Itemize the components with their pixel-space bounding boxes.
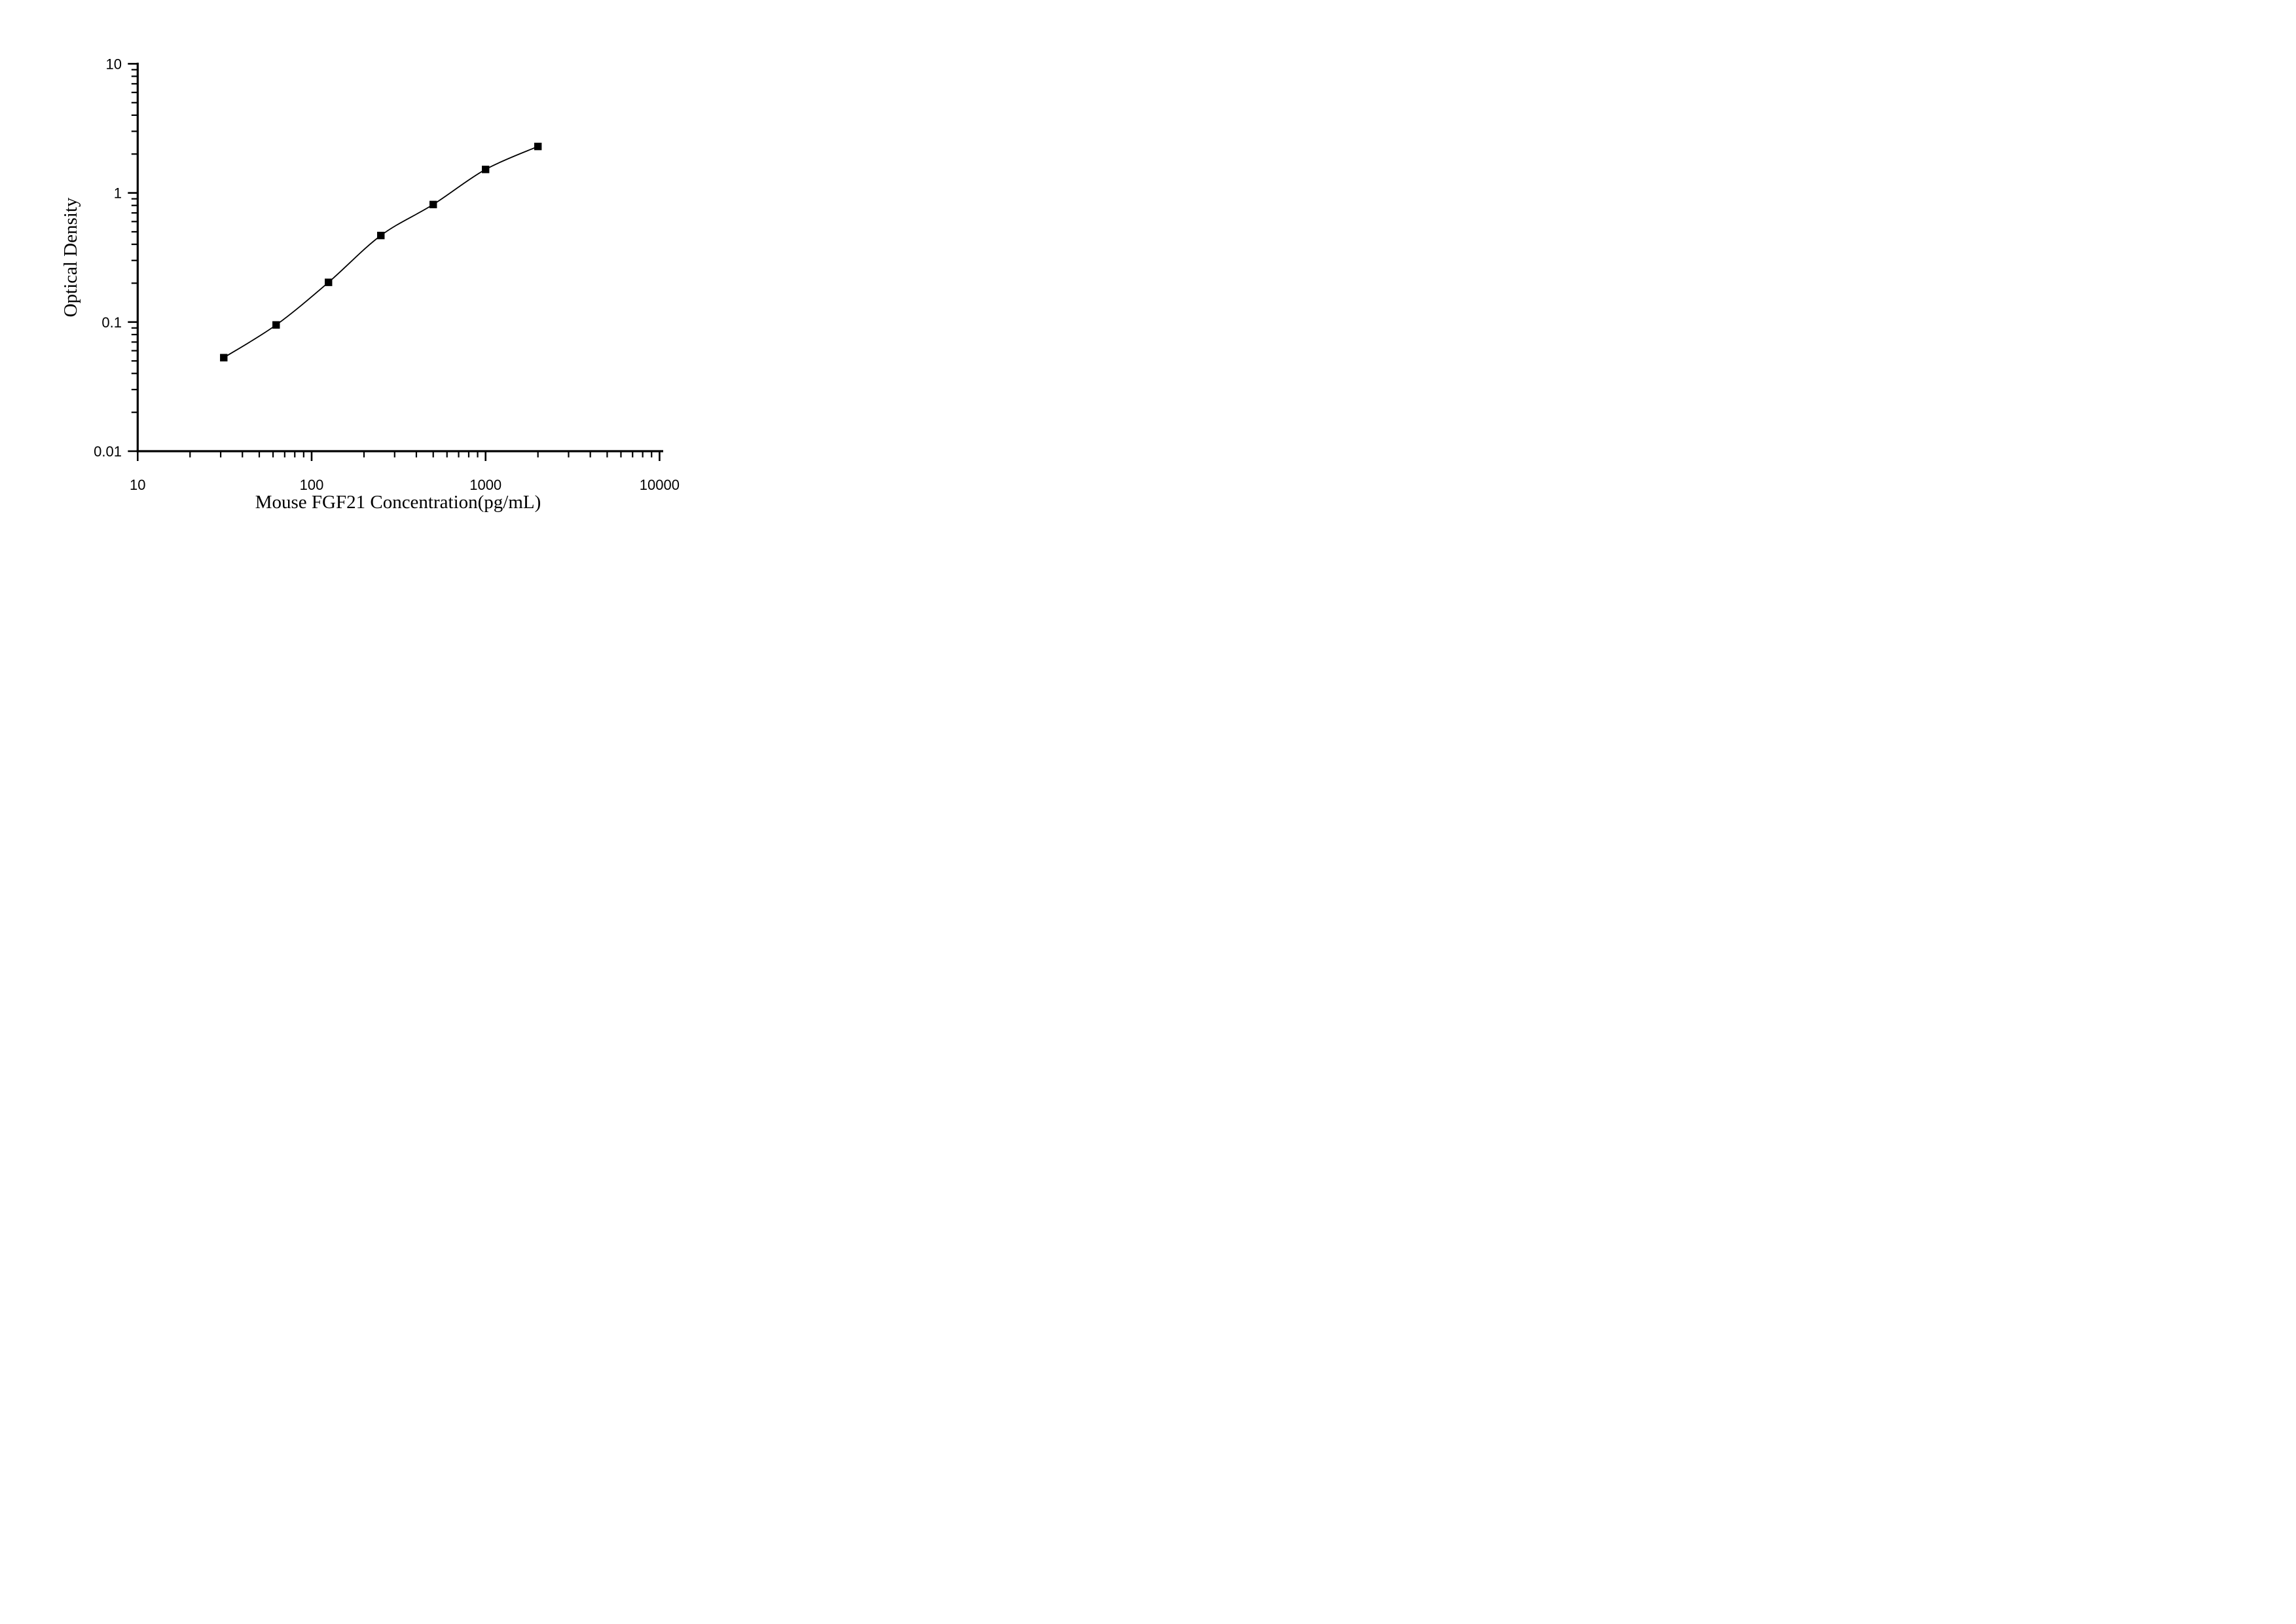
y-axis-tick-label: 0.01 (94, 443, 122, 460)
axis-layer (128, 62, 664, 461)
data-point-marker (325, 278, 333, 286)
y-axis-title: Optical Density (60, 197, 81, 317)
x-axis-tick-label: 10 (130, 477, 145, 493)
curve-layer (223, 145, 539, 358)
data-point-marker (220, 354, 228, 361)
x-axis-tick-label: 100 (300, 477, 324, 493)
data-point-marker (272, 321, 280, 329)
data-point-marker (429, 200, 437, 209)
elisa-standard-curve-figure: 10 100 1000 10000 0.01 0.1 1 10 Mouse FGF21 Con… (0, 0, 765, 542)
data-points-layer (220, 142, 542, 361)
standard-curve-line (223, 145, 539, 358)
x-axis-tick-label: 1000 (469, 477, 501, 493)
data-point-marker (377, 231, 385, 240)
data-point-marker (534, 142, 542, 151)
y-axis-tick-label: 0.1 (101, 314, 122, 331)
y-axis-tick-label: 1 (114, 185, 122, 202)
x-axis-tick-label: 10000 (640, 477, 680, 493)
y-axis-tick-label: 10 (106, 56, 122, 72)
tick-label-layer: 10 100 1000 10000 0.01 0.1 1 10 (94, 56, 680, 493)
standard-curve-chart: 10 100 1000 10000 0.01 0.1 1 10 Mouse FGF21 Con… (60, 56, 680, 513)
data-point-marker (482, 166, 490, 174)
x-axis-title: Mouse FGF21 Concentration(pg/mL) (255, 492, 541, 513)
